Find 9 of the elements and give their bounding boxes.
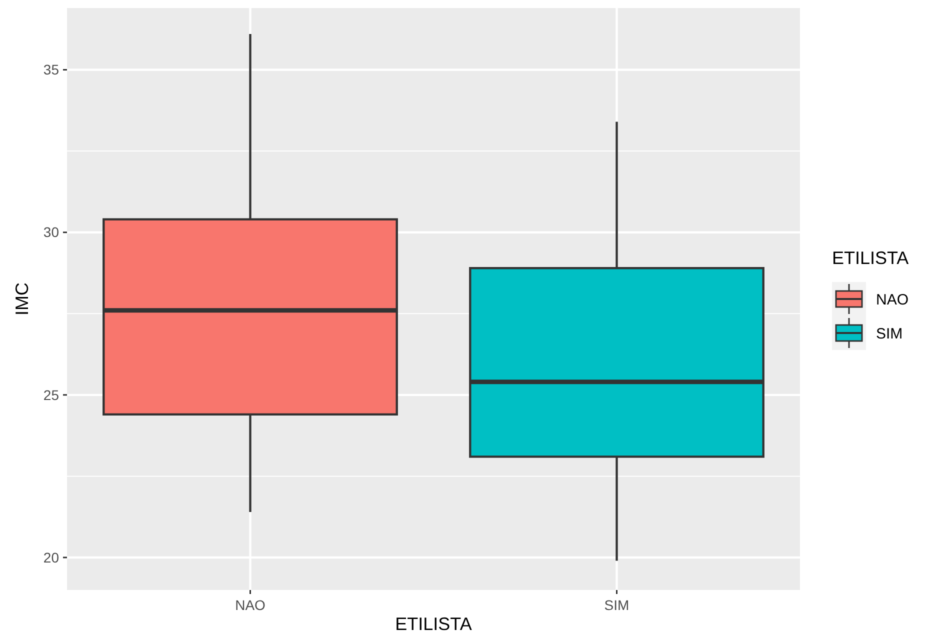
y-tick-label: 35 (43, 62, 60, 78)
legend-label: SIM (876, 325, 903, 342)
x-axis-title: ETILISTA (395, 614, 472, 634)
y-tick-label: 25 (43, 386, 60, 403)
legend-title: ETILISTA (832, 248, 909, 268)
y-axis-title: IMC (12, 282, 32, 316)
y-tick-label: 20 (43, 549, 60, 566)
legend-label: NAO (876, 291, 909, 308)
y-tick-label: 30 (43, 224, 60, 240)
